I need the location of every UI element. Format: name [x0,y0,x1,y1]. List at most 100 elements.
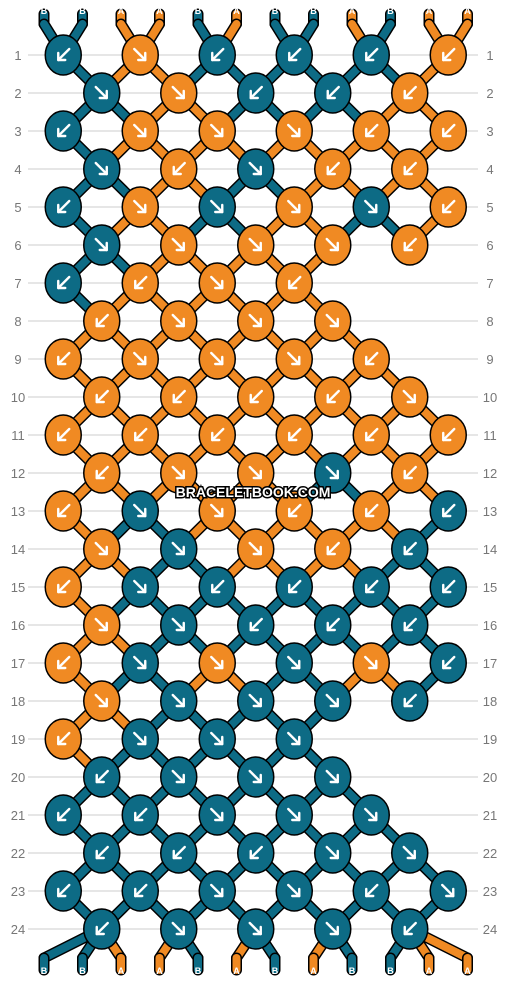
knot-arrowhead-icon [175,89,185,100]
knot-arrow-icon [403,237,417,252]
knot-arrow-icon [365,503,379,518]
knot-arrowhead-icon [365,355,375,366]
row-number-right: 8 [486,314,493,329]
knot [121,34,159,76]
strand-letter-top: B [387,6,394,16]
knot-arrow-icon [326,617,340,632]
knot [44,414,82,456]
knot-arrowhead-icon [98,545,108,556]
strand-letter-bottom: A [464,966,471,976]
strand-letter-top: A [118,6,125,16]
knot [275,794,313,836]
knot-arrowhead-icon [329,317,339,328]
knot-arrowhead-icon [326,621,336,632]
knot-arrow-icon [365,351,379,366]
knot [429,490,467,532]
row-number-right: 9 [486,352,493,367]
knot [391,452,429,494]
knot-arrow-icon [249,85,263,100]
knot-arrowhead-icon [252,165,262,176]
knot-arrowhead-icon [442,431,452,442]
knot-arrowhead-icon [445,887,455,898]
knot-arrow-icon [442,503,456,518]
knot [237,908,275,950]
knot [83,832,121,874]
knot [352,414,390,456]
knot [83,224,121,266]
knot [121,490,159,532]
strand-letter-bottom: A [426,966,433,976]
knot-arrow-icon [171,85,185,100]
knot [275,34,313,76]
knot-arrow-icon [171,921,185,936]
knot-arrow-icon [325,465,339,480]
knot-arrowhead-icon [57,507,67,518]
knot [275,262,313,304]
knot-arrowhead-icon [403,89,413,100]
knot-arrow-icon [442,47,456,62]
knot-arrow-icon [288,47,302,62]
knot-arrowhead-icon [326,393,336,404]
knot-arrowhead-icon [134,431,144,442]
row-number-right: 1 [486,48,493,63]
row-number-right: 5 [486,200,493,215]
row-number-right: 21 [483,808,497,823]
knot-arrowhead-icon [214,355,224,366]
knot-arrowhead-icon [175,317,185,328]
knot [314,72,352,114]
row-number-left: 20 [11,770,25,785]
knot-arrowhead-icon [406,393,416,404]
knot-arrow-icon [287,655,301,670]
knot-arrowhead-icon [98,697,108,708]
knot-arrowhead-icon [137,507,147,518]
knot-arrowhead-icon [252,469,262,480]
strand-letter-top: A [233,6,240,16]
knot [352,566,390,608]
knot-arrowhead-icon [57,203,67,214]
knot [275,338,313,380]
knot [160,452,198,494]
knot-arrow-icon [94,541,108,556]
knot-arrowhead-icon [98,621,108,632]
knot-arrowhead-icon [288,583,298,594]
knot-arrow-icon [210,199,224,214]
knot [429,642,467,684]
knot-arrowhead-icon [329,241,339,252]
knot-arrowhead-icon [368,659,378,670]
knot-arrow-icon [248,161,262,176]
knot-arrowhead-icon [175,621,185,632]
knot [314,452,352,494]
row-number-left: 5 [14,200,21,215]
knot [198,794,236,836]
knot [160,604,198,646]
knot-arrowhead-icon [329,849,339,860]
knot-arrowhead-icon [175,925,185,936]
knot-arrow-icon [210,731,224,746]
knot-arrow-icon [288,427,302,442]
knot-arrowhead-icon [442,127,452,138]
knot [429,414,467,456]
knot-arrowhead-icon [57,887,67,898]
knot-arrow-icon [326,85,340,100]
row-number-left: 19 [11,732,25,747]
knot-arrowhead-icon [214,887,224,898]
knot-arrow-icon [57,123,71,138]
knot-arrowhead-icon [57,431,67,442]
knot-arrow-icon [133,199,147,214]
knot-arrow-icon [211,47,225,62]
row-number-left: 18 [11,694,25,709]
knot-arrow-icon [287,731,301,746]
knot-arrow-icon [326,161,340,176]
knot-arrow-icon [403,617,417,632]
knot-arrowhead-icon [137,127,147,138]
knot-arrowhead-icon [95,469,105,480]
knot [391,680,429,722]
knot [391,832,429,874]
knot-arrow-icon [326,389,340,404]
row-number-left: 16 [11,618,25,633]
knot-arrow-icon [365,579,379,594]
knot-arrow-icon [95,921,109,936]
knot [160,72,198,114]
knot [44,794,82,836]
